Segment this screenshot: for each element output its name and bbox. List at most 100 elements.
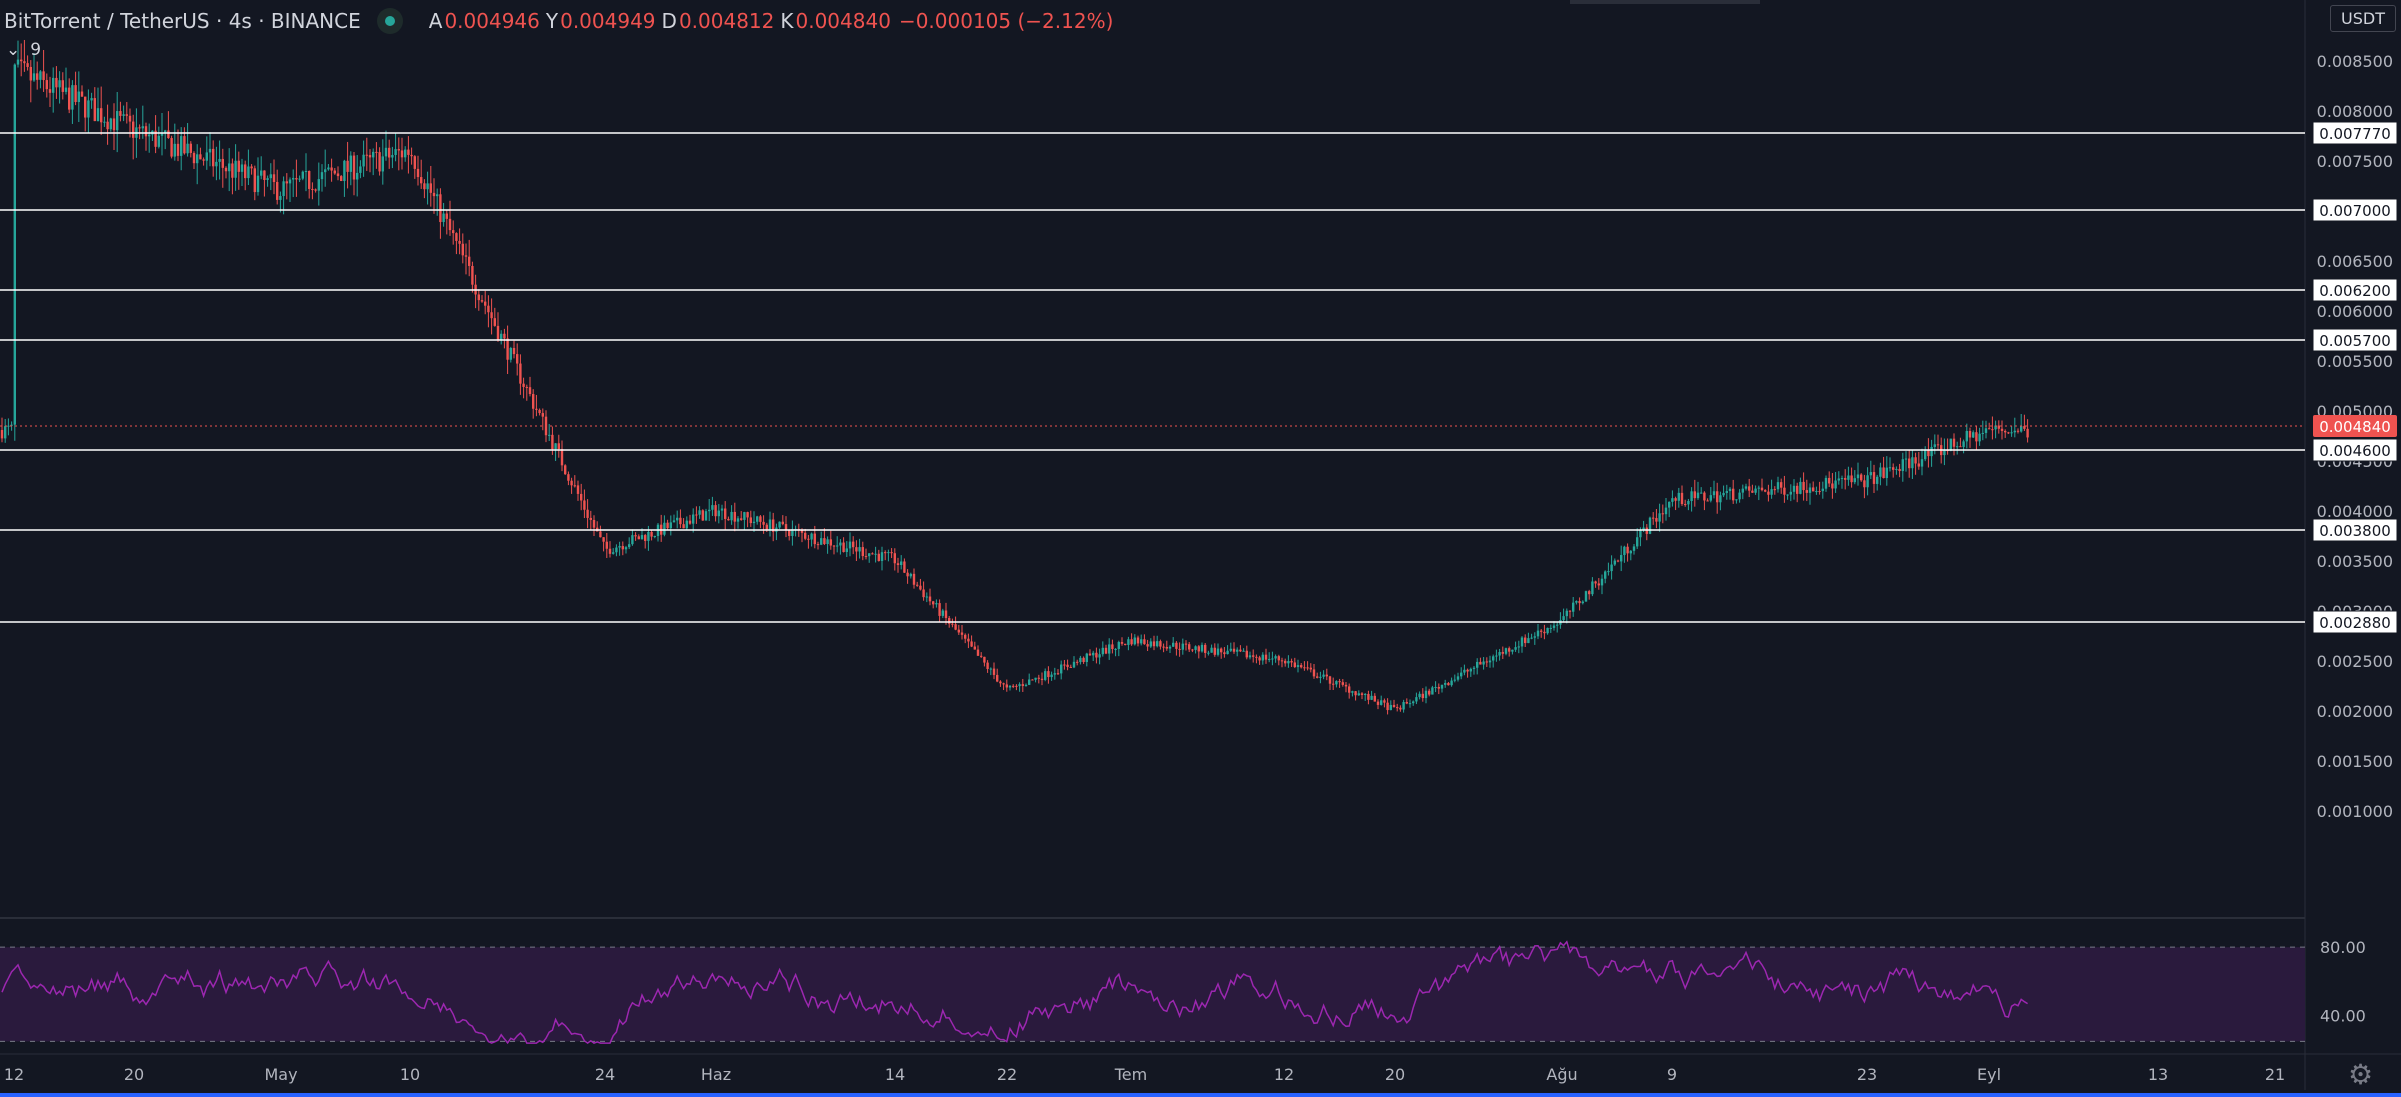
candle-body	[1591, 581, 1594, 595]
candle-body	[916, 584, 919, 586]
candle-body	[1738, 492, 1741, 500]
candle-body	[570, 480, 573, 486]
candle-body	[1072, 661, 1076, 668]
candle-body	[1517, 646, 1520, 648]
time-tick-label: 22	[997, 1065, 1017, 1084]
candle-body	[1888, 467, 1892, 469]
currency-badge[interactable]: USDT	[2330, 5, 2396, 32]
candle-body	[1920, 459, 1924, 467]
candle-body	[484, 301, 487, 306]
candle-body	[1876, 476, 1879, 484]
candle-body	[765, 524, 768, 530]
candle-body	[1274, 656, 1277, 659]
indicators-toggle[interactable]: ⌄ 9	[6, 40, 41, 60]
candle-body	[842, 542, 845, 553]
candle-body	[1879, 467, 1882, 477]
candle-body	[10, 424, 13, 426]
candle-body	[1552, 625, 1556, 628]
candle-body	[1008, 685, 1012, 688]
candle-body	[1341, 682, 1344, 685]
candle-body	[1300, 665, 1303, 668]
candle-body	[1642, 527, 1645, 530]
candle-body	[1648, 517, 1652, 534]
bottom-border	[0, 1093, 2401, 1097]
ohlc-value: 0.004840	[795, 9, 891, 33]
candle-body	[1524, 637, 1527, 644]
price-tick-label: 0.004000	[2317, 502, 2393, 521]
level-label-bg	[2312, 198, 2398, 222]
candle-body	[1748, 486, 1751, 491]
candle-body	[848, 541, 852, 549]
candle-body	[1216, 648, 1220, 655]
candle-body	[1568, 610, 1572, 612]
candle-body	[621, 546, 624, 550]
candle-body	[100, 108, 103, 123]
candle-body	[340, 176, 343, 182]
candle-body	[884, 552, 887, 554]
candle-body	[103, 121, 106, 123]
candle-body	[2004, 430, 2007, 433]
candle-body	[535, 408, 538, 410]
candle-body	[1869, 472, 1872, 476]
candle-body	[119, 111, 122, 116]
rsi-tick-label: 40.00	[2320, 1007, 2366, 1026]
symbol-title[interactable]: BitTorrent / TetherUS	[4, 9, 210, 33]
candle-body	[1671, 498, 1674, 502]
candle-body	[1197, 646, 1200, 652]
price-tick-label: 0.006000	[2317, 302, 2393, 321]
candle-body	[1959, 446, 1962, 448]
candle-body	[1383, 700, 1386, 703]
price-tick-label: 0.008500	[2317, 52, 2393, 71]
candle-body	[36, 73, 39, 80]
candle-body	[333, 170, 336, 174]
candle-body	[1309, 667, 1312, 670]
candle-body	[1076, 661, 1079, 663]
candle-body	[1796, 485, 1799, 494]
candle-body	[948, 618, 951, 624]
candle-body	[1175, 642, 1178, 649]
gear-icon[interactable]: ⚙	[2348, 1058, 2374, 1091]
candle-body	[944, 610, 948, 619]
candle-body	[1242, 650, 1245, 652]
candle-body	[954, 624, 957, 630]
candle-body	[125, 114, 128, 116]
candle-body	[503, 333, 506, 339]
candle-body	[2023, 426, 2026, 429]
candle-body	[1972, 432, 1975, 438]
candle-body	[1860, 474, 1863, 481]
candle-body	[58, 80, 61, 88]
candle-body	[1636, 537, 1639, 547]
candle-body	[1687, 501, 1690, 505]
level-label: 0.007770	[2319, 125, 2391, 143]
candle-body	[1664, 507, 1668, 515]
candle-body	[2016, 430, 2020, 432]
time-tick-label: 20	[1385, 1065, 1405, 1084]
exchange-label: BINANCE	[270, 9, 361, 33]
candle-body	[634, 535, 637, 537]
candle-body	[701, 510, 704, 521]
interval-label[interactable]: 4s	[228, 9, 252, 33]
candle-body	[317, 179, 320, 191]
candle-body	[1447, 683, 1450, 686]
time-tick-label: 12	[1274, 1065, 1294, 1084]
candle-body	[1194, 646, 1197, 650]
candle-body	[589, 517, 592, 520]
candle-body	[346, 160, 349, 172]
candle-body	[1693, 491, 1696, 499]
candle-body	[1824, 477, 1828, 489]
price-tick-label: 0.006500	[2317, 252, 2393, 271]
candle-body	[1373, 695, 1376, 702]
candle-body	[1536, 630, 1540, 637]
candle-body	[176, 143, 180, 156]
market-status-icon	[376, 8, 403, 34]
level-label-bg	[2312, 518, 2398, 542]
candle-body	[224, 167, 228, 172]
candle-body	[1044, 671, 1047, 680]
candle-body	[1050, 674, 1053, 678]
candle-body	[439, 194, 442, 223]
candle-body	[2020, 426, 2023, 432]
candle-body	[1386, 702, 1389, 711]
candle-body	[260, 170, 263, 176]
candle-body	[375, 151, 378, 153]
